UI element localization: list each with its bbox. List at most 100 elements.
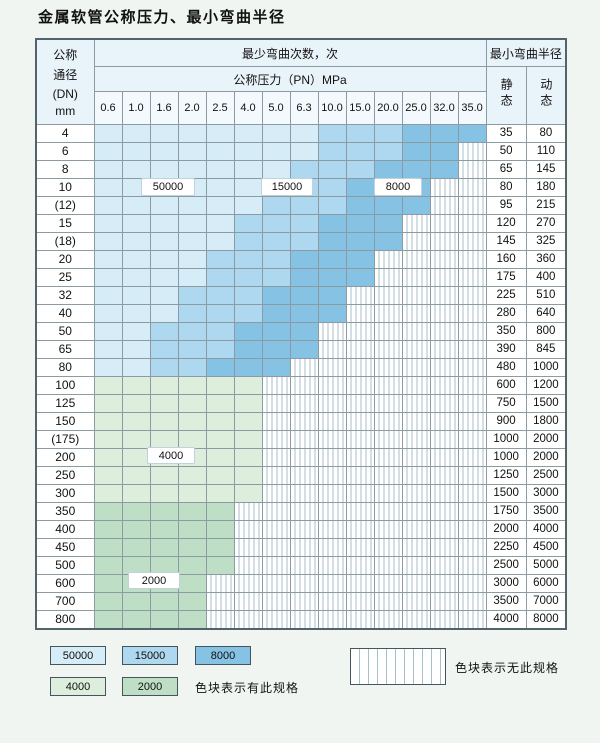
no-spec-cell [345,484,375,503]
dynamic-value: 2000 [525,430,567,449]
spec-cell-4000 [177,394,207,413]
spec-cell-50000 [205,124,235,143]
no-spec-cell [457,196,487,215]
no-spec-cell [373,574,403,593]
spec-cell-50000 [149,286,179,305]
legend-has-spec-text: 色块表示有此规格 [195,681,300,695]
no-spec-cell [317,448,347,467]
legend-box-50000: 50000 [50,646,106,665]
no-spec-cell [261,430,291,449]
spec-cell-4000 [205,466,235,485]
dynamic-value: 510 [525,286,567,305]
spec-cell-4000 [149,412,179,431]
spec-cell-50000 [149,250,179,269]
no-spec-cell [457,610,487,630]
no-spec-cell [401,502,431,521]
spec-cell-50000 [93,232,123,251]
spec-cell-4000 [121,448,151,467]
pressure-col-header: 0.6 [93,91,123,125]
spec-cell-50000 [93,358,123,377]
table-row: 20 160 360 [35,250,567,269]
table-body: 4 35 80 6 50 110 8 65 145 10 80 180 (12) 95 215 15 120 27… [35,124,567,630]
spec-cell-2000 [205,556,235,575]
no-spec-cell [429,592,459,611]
spec-cell-50000 [233,160,263,179]
spec-cell-4000 [205,448,235,467]
spec-cell-2000 [121,538,151,557]
no-spec-cell [457,268,487,287]
spec-cell-2000 [93,592,123,611]
spec-cell-2000 [93,610,123,630]
spec-cell-2000 [149,592,179,611]
spec-cell-2000 [121,502,151,521]
dn-value: 800 [35,610,95,630]
no-spec-cell [373,430,403,449]
spec-cell-2000 [121,520,151,539]
static-value: 65 [485,160,527,179]
no-spec-cell [429,466,459,485]
spec-cell-2000 [177,574,207,593]
dn-value: 100 [35,376,95,395]
spec-cell-15000 [205,250,235,269]
spec-cell-50000 [177,232,207,251]
no-spec-cell [345,466,375,485]
table-row: 40 280 640 [35,304,567,323]
no-spec-cell [233,574,263,593]
spec-cell-2000 [93,574,123,593]
no-spec-cell [345,304,375,323]
spec-cell-8000 [261,358,291,377]
spec-cell-4000 [205,412,235,431]
spec-cell-2000 [177,592,207,611]
spec-cell-50000 [93,124,123,143]
table-row: 65 390 845 [35,340,567,359]
dn-value: (175) [35,430,95,449]
dynamic-value: 360 [525,250,567,269]
spec-cell-2000 [205,538,235,557]
no-spec-cell [429,448,459,467]
spec-cell-8000 [233,340,263,359]
static-value: 600 [485,376,527,395]
dynamic-value: 6000 [525,574,567,593]
spec-cell-4000 [205,430,235,449]
table-row: 200 1000 2000 [35,448,567,467]
spec-cell-15000 [317,196,347,215]
no-spec-cell [345,448,375,467]
table-row: 250 1250 2500 [35,466,567,485]
no-spec-cell [401,376,431,395]
table-row: (12) 95 215 [35,196,567,215]
no-spec-cell [317,412,347,431]
spec-cell-15000 [289,214,319,233]
spec-cell-15000 [233,286,263,305]
no-spec-cell [345,592,375,611]
spec-cell-4000 [177,484,207,503]
spec-cell-15000 [233,214,263,233]
no-spec-cell [401,610,431,630]
spec-cell-8000 [345,268,375,287]
spec-cell-8000 [261,286,291,305]
dynamic-value: 400 [525,268,567,287]
spec-cell-50000 [93,340,123,359]
spec-cell-4000 [205,376,235,395]
table-row: 6 50 110 [35,142,567,161]
pressure-col-header: 5.0 [261,91,291,125]
no-spec-cell [317,394,347,413]
no-spec-cell [317,340,347,359]
spec-cell-15000 [345,160,375,179]
no-spec-cell [289,412,319,431]
static-value: 2000 [485,520,527,539]
spec-cell-4000 [93,484,123,503]
spec-cell-4000 [149,466,179,485]
static-value: 2250 [485,538,527,557]
spec-cell-8000 [457,124,487,143]
static-value: 900 [485,412,527,431]
no-spec-cell [373,484,403,503]
spec-cell-50000 [121,142,151,161]
spec-cell-8000 [373,232,403,251]
no-spec-cell [457,448,487,467]
spec-cell-15000 [149,340,179,359]
spec-cell-2000 [93,502,123,521]
spec-cell-8000 [429,160,459,179]
no-spec-cell [429,196,459,215]
dn-value: 200 [35,448,95,467]
spec-cell-8000 [261,340,291,359]
